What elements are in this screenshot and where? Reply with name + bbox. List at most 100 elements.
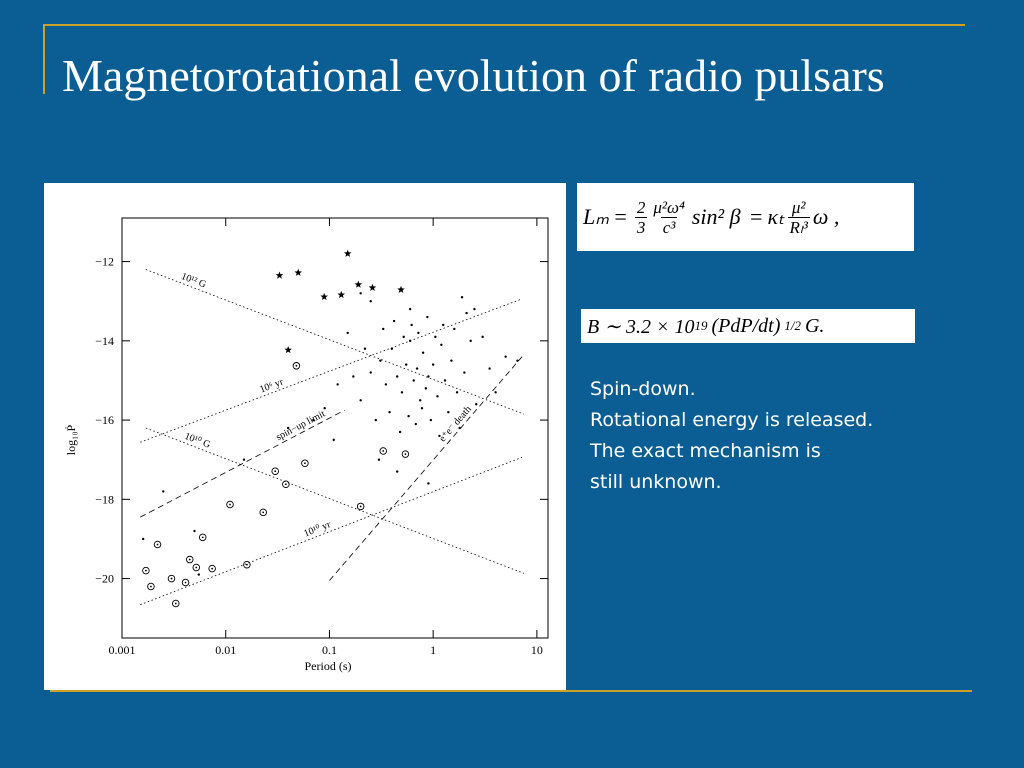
star-point bbox=[275, 271, 284, 279]
point-center bbox=[245, 563, 248, 566]
eq-term: 3 bbox=[634, 216, 648, 237]
eq-term: c³ bbox=[660, 216, 678, 237]
point bbox=[359, 399, 362, 402]
y-tick-label: −18 bbox=[95, 492, 114, 506]
reference-line bbox=[140, 456, 523, 606]
point bbox=[516, 359, 519, 362]
eq-term: 1/2 bbox=[784, 318, 801, 333]
point bbox=[408, 339, 412, 343]
point bbox=[434, 335, 437, 339]
point-center bbox=[284, 483, 287, 486]
line-label: spin−up limit bbox=[274, 408, 327, 443]
note-line: still unknown. bbox=[590, 471, 722, 493]
point-center bbox=[382, 450, 385, 452]
point-center bbox=[295, 364, 298, 367]
y-axis-label: log₁₀Ṗ bbox=[64, 424, 78, 455]
reference-line bbox=[140, 409, 345, 518]
point bbox=[379, 359, 382, 362]
point bbox=[374, 418, 378, 422]
star-point bbox=[337, 290, 346, 299]
point bbox=[440, 343, 443, 346]
x-tick-label: 0.1 bbox=[322, 643, 337, 657]
y-tick-label: −20 bbox=[95, 572, 114, 586]
point bbox=[429, 418, 433, 422]
point-center bbox=[195, 566, 198, 569]
point bbox=[363, 347, 367, 350]
reference-line bbox=[329, 356, 523, 581]
figure: Period (s) log₁₀Ṗ 0.001 0.01 0.1 1 10 −12 −14 −… bbox=[44, 183, 566, 690]
point-center bbox=[145, 569, 147, 572]
point bbox=[436, 395, 439, 398]
point bbox=[336, 383, 339, 386]
eq-term: μ² bbox=[791, 197, 806, 217]
note-line: Rotational energy is released. bbox=[590, 409, 874, 431]
point-center bbox=[201, 536, 204, 539]
point bbox=[286, 426, 290, 430]
point bbox=[193, 529, 196, 533]
circled-point bbox=[208, 564, 216, 573]
point bbox=[465, 311, 468, 315]
point bbox=[414, 422, 417, 426]
point bbox=[141, 537, 145, 541]
note-line: Spin-down. bbox=[590, 378, 696, 400]
x-tick-label: 0.001 bbox=[109, 643, 136, 657]
point-center bbox=[170, 577, 173, 580]
point bbox=[469, 339, 472, 343]
point bbox=[390, 347, 394, 350]
point bbox=[494, 391, 497, 394]
point bbox=[392, 319, 396, 323]
point bbox=[352, 375, 355, 378]
star-point bbox=[320, 292, 328, 301]
point bbox=[460, 296, 464, 299]
eq-term: = bbox=[748, 204, 764, 229]
fraction: μ²ω⁴ c³ bbox=[653, 198, 685, 237]
point bbox=[402, 335, 405, 339]
star-point bbox=[397, 285, 405, 293]
point bbox=[415, 367, 419, 370]
point bbox=[410, 323, 413, 327]
y-tick-label: −12 bbox=[95, 255, 114, 269]
star-point bbox=[368, 283, 377, 291]
point-center bbox=[404, 453, 407, 456]
line-label: 10¹⁰ yr bbox=[302, 519, 333, 540]
eq-term: G. bbox=[804, 314, 825, 337]
eq-term: 19 bbox=[694, 318, 708, 333]
line-label: 10¹⁰ G bbox=[183, 431, 212, 451]
point-center bbox=[229, 503, 231, 506]
point-center bbox=[184, 581, 187, 584]
point bbox=[458, 426, 461, 430]
point bbox=[426, 315, 429, 319]
point bbox=[162, 490, 165, 493]
point bbox=[323, 406, 326, 410]
point-center bbox=[156, 543, 159, 546]
circled-point bbox=[379, 447, 387, 455]
circled-point bbox=[292, 362, 301, 370]
point bbox=[443, 379, 447, 382]
point bbox=[442, 323, 445, 327]
point bbox=[312, 418, 315, 422]
star-point bbox=[284, 345, 292, 354]
point bbox=[377, 458, 381, 461]
circled-point bbox=[181, 578, 190, 587]
star-point bbox=[294, 268, 303, 276]
circled-point bbox=[271, 467, 279, 475]
point bbox=[455, 391, 459, 394]
fraction: μ² Rₗ³ bbox=[787, 197, 810, 237]
eq-term: 2 bbox=[636, 197, 646, 217]
point bbox=[395, 375, 399, 378]
x-tick-label: 1 bbox=[430, 643, 436, 657]
star-point bbox=[354, 280, 363, 288]
point bbox=[481, 335, 484, 339]
circled-point bbox=[147, 582, 155, 591]
point bbox=[398, 430, 402, 434]
eq-term: μ²ω⁴ bbox=[653, 197, 685, 217]
x-tick-label: 10 bbox=[531, 643, 543, 657]
point bbox=[388, 410, 391, 414]
circled-point bbox=[301, 459, 309, 468]
eq-term: Lₘ bbox=[583, 204, 609, 229]
point bbox=[384, 383, 388, 386]
reference-line bbox=[145, 269, 525, 415]
point bbox=[427, 375, 430, 378]
point bbox=[417, 331, 420, 335]
